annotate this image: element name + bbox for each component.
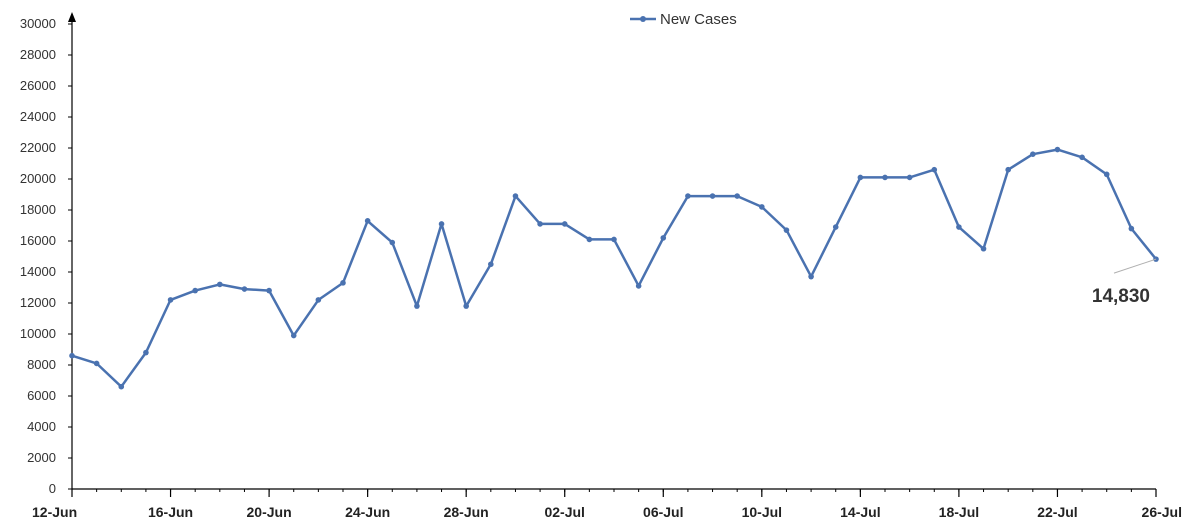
data-point	[635, 283, 642, 289]
data-point	[167, 297, 174, 303]
series-new-cases	[69, 146, 1159, 390]
data-point	[1030, 151, 1036, 157]
y-tick-label: 22000	[20, 140, 56, 155]
data-point	[709, 193, 716, 199]
x-tick-label: 06-Jul	[643, 504, 683, 520]
x-tick-label: 10-Jul	[742, 504, 782, 520]
x-tick-label: 14-Jul	[840, 504, 880, 520]
data-point	[488, 261, 494, 268]
y-tick-label: 10000	[20, 326, 56, 341]
data-point	[906, 174, 913, 181]
data-point	[463, 303, 469, 309]
x-tick-label: 18-Jul	[939, 504, 979, 520]
y-tick-label: 20000	[20, 171, 56, 186]
data-point	[1079, 154, 1085, 161]
data-point	[364, 218, 371, 224]
x-tick-label: 22-Jul	[1037, 504, 1077, 520]
data-point	[290, 332, 297, 339]
y-tick-label: 4000	[27, 419, 56, 434]
data-point	[759, 204, 765, 210]
data-point	[69, 352, 75, 359]
data-point	[414, 303, 420, 309]
data-point	[980, 245, 987, 252]
data-point	[340, 280, 346, 286]
data-point	[857, 174, 864, 181]
y-axis: 0 2000 4000 6000 8000 10000 12000 14000 16000 180…	[20, 12, 76, 496]
y-tick-label: 18000	[20, 202, 56, 217]
data-point	[956, 224, 962, 230]
data-point	[512, 193, 519, 199]
data-point	[1128, 225, 1135, 232]
y-tick-label: 24000	[20, 109, 56, 124]
data-point	[931, 166, 938, 173]
data-point	[118, 383, 125, 390]
x-axis: 12-Jun 16-Jun 20-Jun 24-Jun 28-Jun 02-Jul 06-J…	[32, 488, 1182, 520]
data-point	[660, 235, 667, 241]
legend-marker	[640, 16, 646, 22]
x-tick-label: 28-Jun	[444, 504, 489, 520]
data-point	[143, 349, 149, 356]
x-tick-label: 20-Jun	[247, 504, 292, 520]
y-tick-label: 28000	[20, 47, 56, 62]
x-tick-label: 02-Jul	[544, 504, 584, 520]
data-point	[1005, 166, 1011, 173]
data-point	[1054, 146, 1061, 153]
data-point	[537, 221, 543, 227]
callout: 14,830	[1092, 258, 1157, 307]
data-point	[217, 281, 223, 288]
x-tick-label: 26-Jul	[1142, 504, 1182, 520]
data-point	[586, 236, 593, 243]
legend[interactable]: New Cases	[630, 11, 737, 28]
data-point	[832, 224, 839, 230]
data-point	[93, 360, 100, 367]
data-point	[783, 227, 790, 233]
x-tick-label: 24-Jun	[345, 504, 390, 520]
y-tick-label: 14000	[20, 264, 56, 279]
data-point	[808, 273, 814, 280]
data-point	[241, 286, 248, 292]
legend-label: New Cases	[660, 11, 737, 28]
y-tick-label: 12000	[20, 295, 56, 310]
x-tick-label: 16-Jun	[148, 504, 193, 520]
data-point	[561, 221, 568, 227]
data-point	[685, 193, 691, 199]
y-tick-label: 26000	[20, 78, 56, 93]
y-tick-label: 2000	[27, 450, 56, 465]
y-tick-label: 8000	[27, 357, 56, 372]
data-point	[611, 236, 617, 243]
y-tick-label: 6000	[27, 388, 56, 403]
data-point	[1103, 171, 1110, 178]
y-tick-label: 0	[49, 481, 56, 496]
x-tick-label: 12-Jun	[32, 504, 77, 520]
y-tick-label: 16000	[20, 233, 56, 248]
y-tick-label: 30000	[20, 16, 56, 31]
y-axis-arrow-icon	[68, 12, 76, 22]
data-point	[266, 287, 272, 294]
data-point	[438, 221, 445, 227]
callout-label: 14,830	[1092, 286, 1150, 307]
callout-leader-line	[1113, 258, 1157, 274]
data-point	[389, 239, 396, 246]
data-point	[882, 174, 888, 181]
series-line	[71, 148, 1157, 388]
data-point	[734, 193, 740, 199]
data-point	[315, 297, 322, 303]
data-point	[192, 287, 198, 294]
